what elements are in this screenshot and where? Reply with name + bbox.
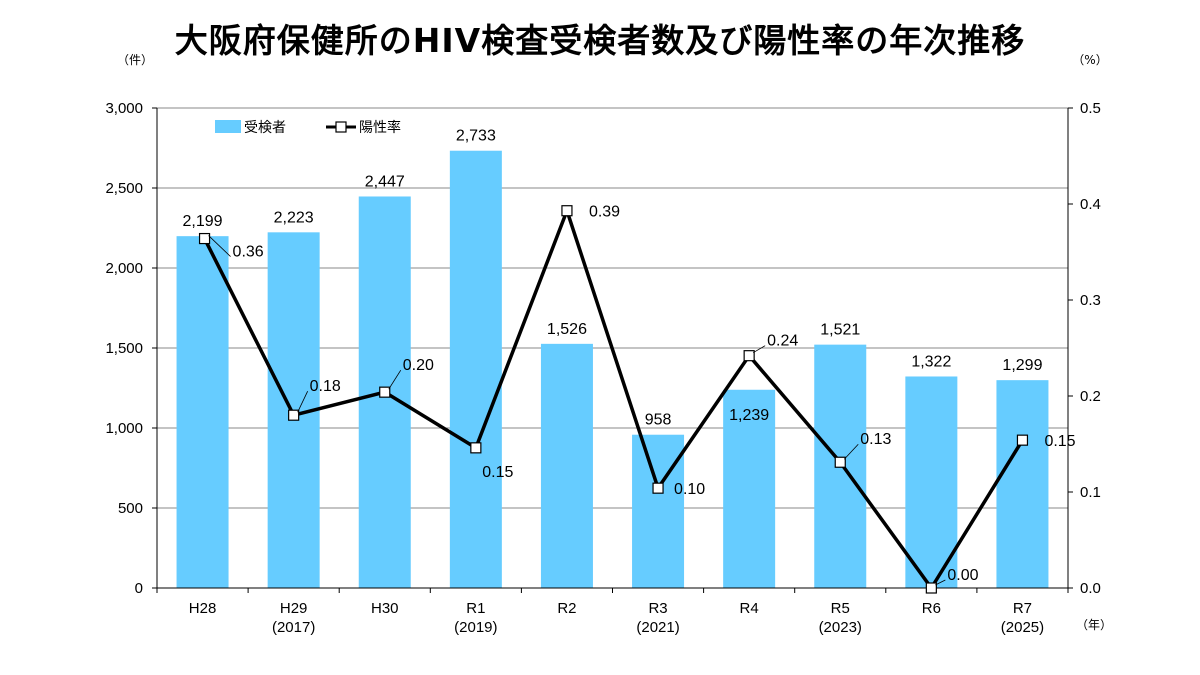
right-tick-label: 0.4 <box>1080 196 1101 213</box>
x-tick-label: H29 <box>280 600 308 617</box>
x-tick-label: R6 <box>922 600 941 617</box>
line-value-label: 0.10 <box>674 481 705 498</box>
legend-label-line: 陽性率 <box>359 119 401 136</box>
right-tick-label: 0.5 <box>1080 100 1101 117</box>
line-value-label: 0.39 <box>589 204 620 221</box>
leader-line <box>297 391 309 413</box>
x-tick-label: H30 <box>371 600 399 617</box>
legend-swatch-marker <box>335 121 347 133</box>
left-tick-label: 1,500 <box>105 340 143 357</box>
bar-R2 <box>540 343 593 588</box>
line-marker-R3 <box>652 482 664 494</box>
line-marker-R4 <box>743 350 755 362</box>
line-marker-H28 <box>198 232 211 245</box>
x-tick-sublabel: (2021) <box>636 619 679 636</box>
x-tick-label: R3 <box>648 600 667 617</box>
x-tick-label: R7 <box>1013 600 1032 617</box>
left-tick-label: 1,000 <box>105 420 143 437</box>
x-tick-label: R1 <box>466 600 485 617</box>
line-marker-R7 <box>1016 434 1029 446</box>
legend-label-bar: 受検者 <box>244 120 286 136</box>
x-tick-label: R2 <box>557 600 576 617</box>
leader-line <box>935 579 946 586</box>
leader-line <box>208 235 231 257</box>
line-value-label: 0.20 <box>403 357 434 374</box>
bar-value-label: 2,447 <box>365 173 405 190</box>
bar-R4 <box>723 389 776 588</box>
right-tick-label: 0.0 <box>1080 580 1101 597</box>
bar-R6 <box>905 376 958 588</box>
bar-value-label: 1,322 <box>911 353 951 370</box>
line-marker-R1 <box>470 442 482 454</box>
bar-R1 <box>449 150 502 588</box>
bar-value-label: 958 <box>645 412 672 429</box>
bar-value-label: 1,521 <box>820 322 860 339</box>
left-axis-unit: （件） <box>117 53 153 67</box>
x-tick-label: H28 <box>189 600 217 617</box>
legend-swatch-bar <box>215 120 241 133</box>
x-axis-unit: （年） <box>1076 618 1112 632</box>
bar-value-label: 1,526 <box>547 321 587 338</box>
right-axis-unit: （%） <box>1072 53 1107 67</box>
bar-value-label: 1,299 <box>1002 357 1042 374</box>
line-value-label: 0.15 <box>482 464 513 481</box>
leader-line <box>752 345 766 354</box>
left-tick-label: 2,500 <box>105 180 143 197</box>
chart-title: 大阪府保健所のHIV検査受検者数及び陽性率の年次推移 <box>174 21 1026 60</box>
bar-value-label: 2,733 <box>456 128 496 145</box>
line-marker-H29 <box>288 409 300 421</box>
line-series-positive-rate <box>202 208 1024 590</box>
line-marker-H30 <box>379 386 391 398</box>
line-marker-R6 <box>925 582 937 594</box>
x-tick-sublabel: (2023) <box>819 619 862 636</box>
line-value-label: 0.13 <box>860 431 891 448</box>
left-tick-label: 3,000 <box>105 100 143 117</box>
left-tick-label: 2,000 <box>105 260 143 277</box>
bar-value-label: 2,223 <box>274 209 314 226</box>
x-tick-label: R4 <box>740 600 759 617</box>
line-value-label: 0.36 <box>233 244 264 261</box>
line-value-label: 0.18 <box>310 378 341 395</box>
leader-line <box>388 369 402 390</box>
line-value-label: 0.24 <box>767 333 798 350</box>
bar-value-label: 1,239 <box>729 407 769 424</box>
right-tick-label: 0.1 <box>1080 484 1101 501</box>
left-tick-label: 0 <box>135 580 143 597</box>
x-tick-label: R5 <box>831 600 850 617</box>
line-marker-R2 <box>561 205 573 217</box>
right-tick-label: 0.2 <box>1080 388 1101 405</box>
leader-line <box>843 443 859 460</box>
bar-R7 <box>996 380 1049 588</box>
bar-R3 <box>632 434 685 588</box>
line-marker-R5 <box>834 456 846 468</box>
right-tick-label: 0.3 <box>1080 292 1101 309</box>
bar-H28 <box>176 236 229 588</box>
x-tick-sublabel: (2019) <box>454 619 497 636</box>
left-tick-label: 500 <box>118 500 143 517</box>
line-value-label: 0.00 <box>947 567 978 584</box>
x-tick-sublabel: (2017) <box>272 619 315 636</box>
line-value-label: 0.15 <box>1044 433 1075 450</box>
x-tick-sublabel: (2025) <box>1001 619 1044 636</box>
bar-value-label: 2,199 <box>183 213 223 230</box>
